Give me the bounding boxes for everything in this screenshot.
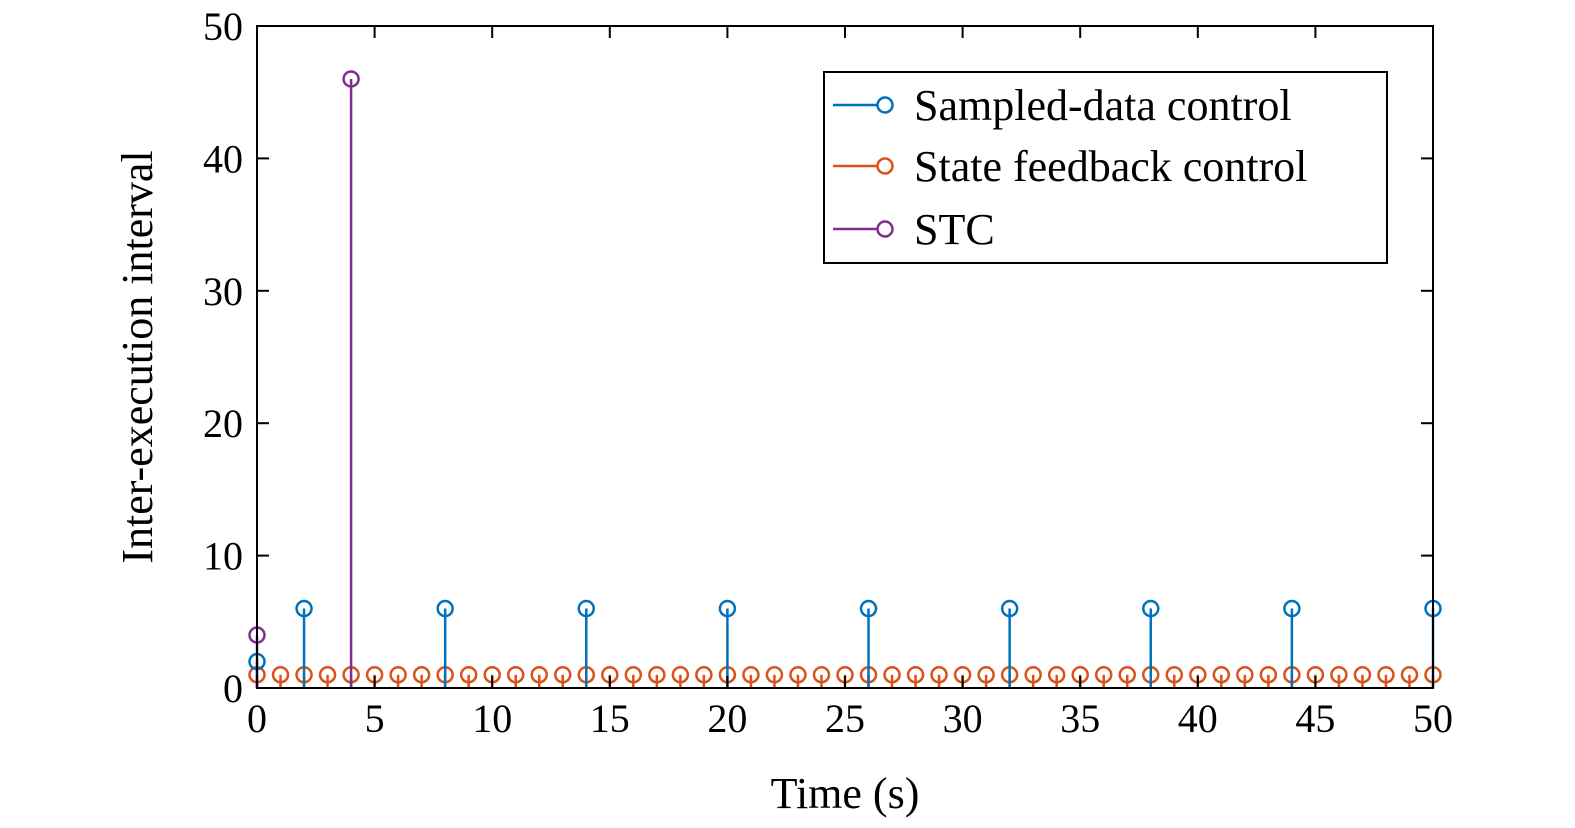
legend-marker-sampled-data-control: [876, 96, 894, 114]
x-tick-label: 40: [1178, 696, 1218, 741]
x-tick-label: 10: [472, 696, 512, 741]
state-feedback-control-marker: [1259, 666, 1278, 684]
state-feedback-control-marker: [412, 666, 431, 684]
axis-tick-labels: 0 5 10 15 20 25 30 35 40 45 50 0 10 20 30 40 50: [203, 4, 1453, 741]
state-feedback-control-marker: [977, 666, 995, 684]
y-tick-label: 40: [203, 136, 243, 181]
state-feedback-control-marker: [1236, 666, 1254, 684]
state-feedback-control-marker: [883, 666, 901, 684]
state-feedback-control-marker: [1165, 666, 1184, 684]
state-feedback-control-marker: [459, 666, 478, 684]
state-feedback-control-marker: [271, 666, 290, 684]
state-feedback-control-marker: [742, 666, 760, 684]
y-tick-label: 20: [203, 401, 243, 446]
state-feedback-control-marker: [906, 666, 925, 684]
state-feedback-control-marker: [695, 666, 713, 684]
state-feedback-control-marker: [389, 666, 407, 684]
state-feedback-control-marker: [530, 666, 548, 684]
state-feedback-control-marker: [506, 666, 525, 684]
state-feedback-control-marker: [765, 666, 784, 684]
stc-marker: [342, 70, 360, 88]
x-tick-label: 30: [943, 696, 983, 741]
sampled-data-control-marker: [577, 599, 596, 618]
state-feedback-control-marker: [1024, 666, 1042, 684]
x-tick-label: 35: [1060, 696, 1100, 741]
state-feedback-control-marker: [554, 666, 572, 684]
legend-box: [823, 71, 1388, 264]
sampled-data-control-marker: [1142, 599, 1160, 618]
x-tick-label: 45: [1295, 696, 1335, 741]
sampled-data-control-marker: [295, 599, 313, 618]
state-feedback-control-marker: [1377, 666, 1395, 684]
state-feedback-control-marker: [624, 666, 643, 684]
state-feedback-control-marker: [789, 666, 807, 684]
legend-marker-state-feedback-control: [876, 157, 894, 175]
state-feedback-control-marker: [1353, 666, 1372, 684]
legend: Sampled-data control State feedback contr…: [823, 71, 1388, 264]
sampled-data-control-marker: [436, 599, 454, 618]
y-axis-label: Inter-execution interval: [113, 150, 162, 563]
state-feedback-control-marker: [648, 666, 666, 684]
state-feedback-control-marker: [1118, 666, 1136, 684]
state-feedback-control-marker: [1212, 666, 1231, 684]
axis-ticks: [256, 25, 1434, 689]
legend-label-state-feedback-control: State feedback control: [914, 142, 1307, 191]
state-feedback-control-marker: [1400, 666, 1419, 684]
sampled-data-control-marker: [1283, 599, 1301, 618]
state-feedback-control-marker: [1094, 666, 1113, 684]
y-tick-label: 30: [203, 269, 243, 314]
state-feedback-control-marker: [1330, 666, 1348, 684]
x-axis-label: Time (s): [771, 769, 920, 818]
x-tick-label: 0: [247, 696, 267, 741]
y-tick-label: 10: [203, 534, 243, 579]
state-feedback-control-marker: [318, 666, 337, 684]
state-feedback-control-marker: [671, 666, 690, 684]
sampled-data-control-marker: [718, 599, 737, 618]
x-tick-label: 25: [825, 696, 865, 741]
state-feedback-control-marker: [930, 666, 948, 684]
legend-label-sampled-data-control: Sampled-data control: [914, 81, 1292, 130]
y-tick-label: 50: [203, 4, 243, 49]
sampled-data-control-marker: [1000, 599, 1019, 618]
x-tick-label: 50: [1413, 696, 1453, 741]
legend-label-stc: STC: [914, 205, 995, 254]
x-tick-label: 20: [707, 696, 747, 741]
y-tick-label: 0: [223, 666, 243, 711]
legend-marker-stc: [876, 220, 894, 238]
state-feedback-control-marker: [812, 666, 831, 684]
state-feedback-control-marker: [1047, 666, 1066, 684]
sampled-data-control-marker: [859, 599, 878, 618]
x-tick-label: 5: [365, 696, 385, 741]
x-tick-label: 15: [590, 696, 630, 741]
